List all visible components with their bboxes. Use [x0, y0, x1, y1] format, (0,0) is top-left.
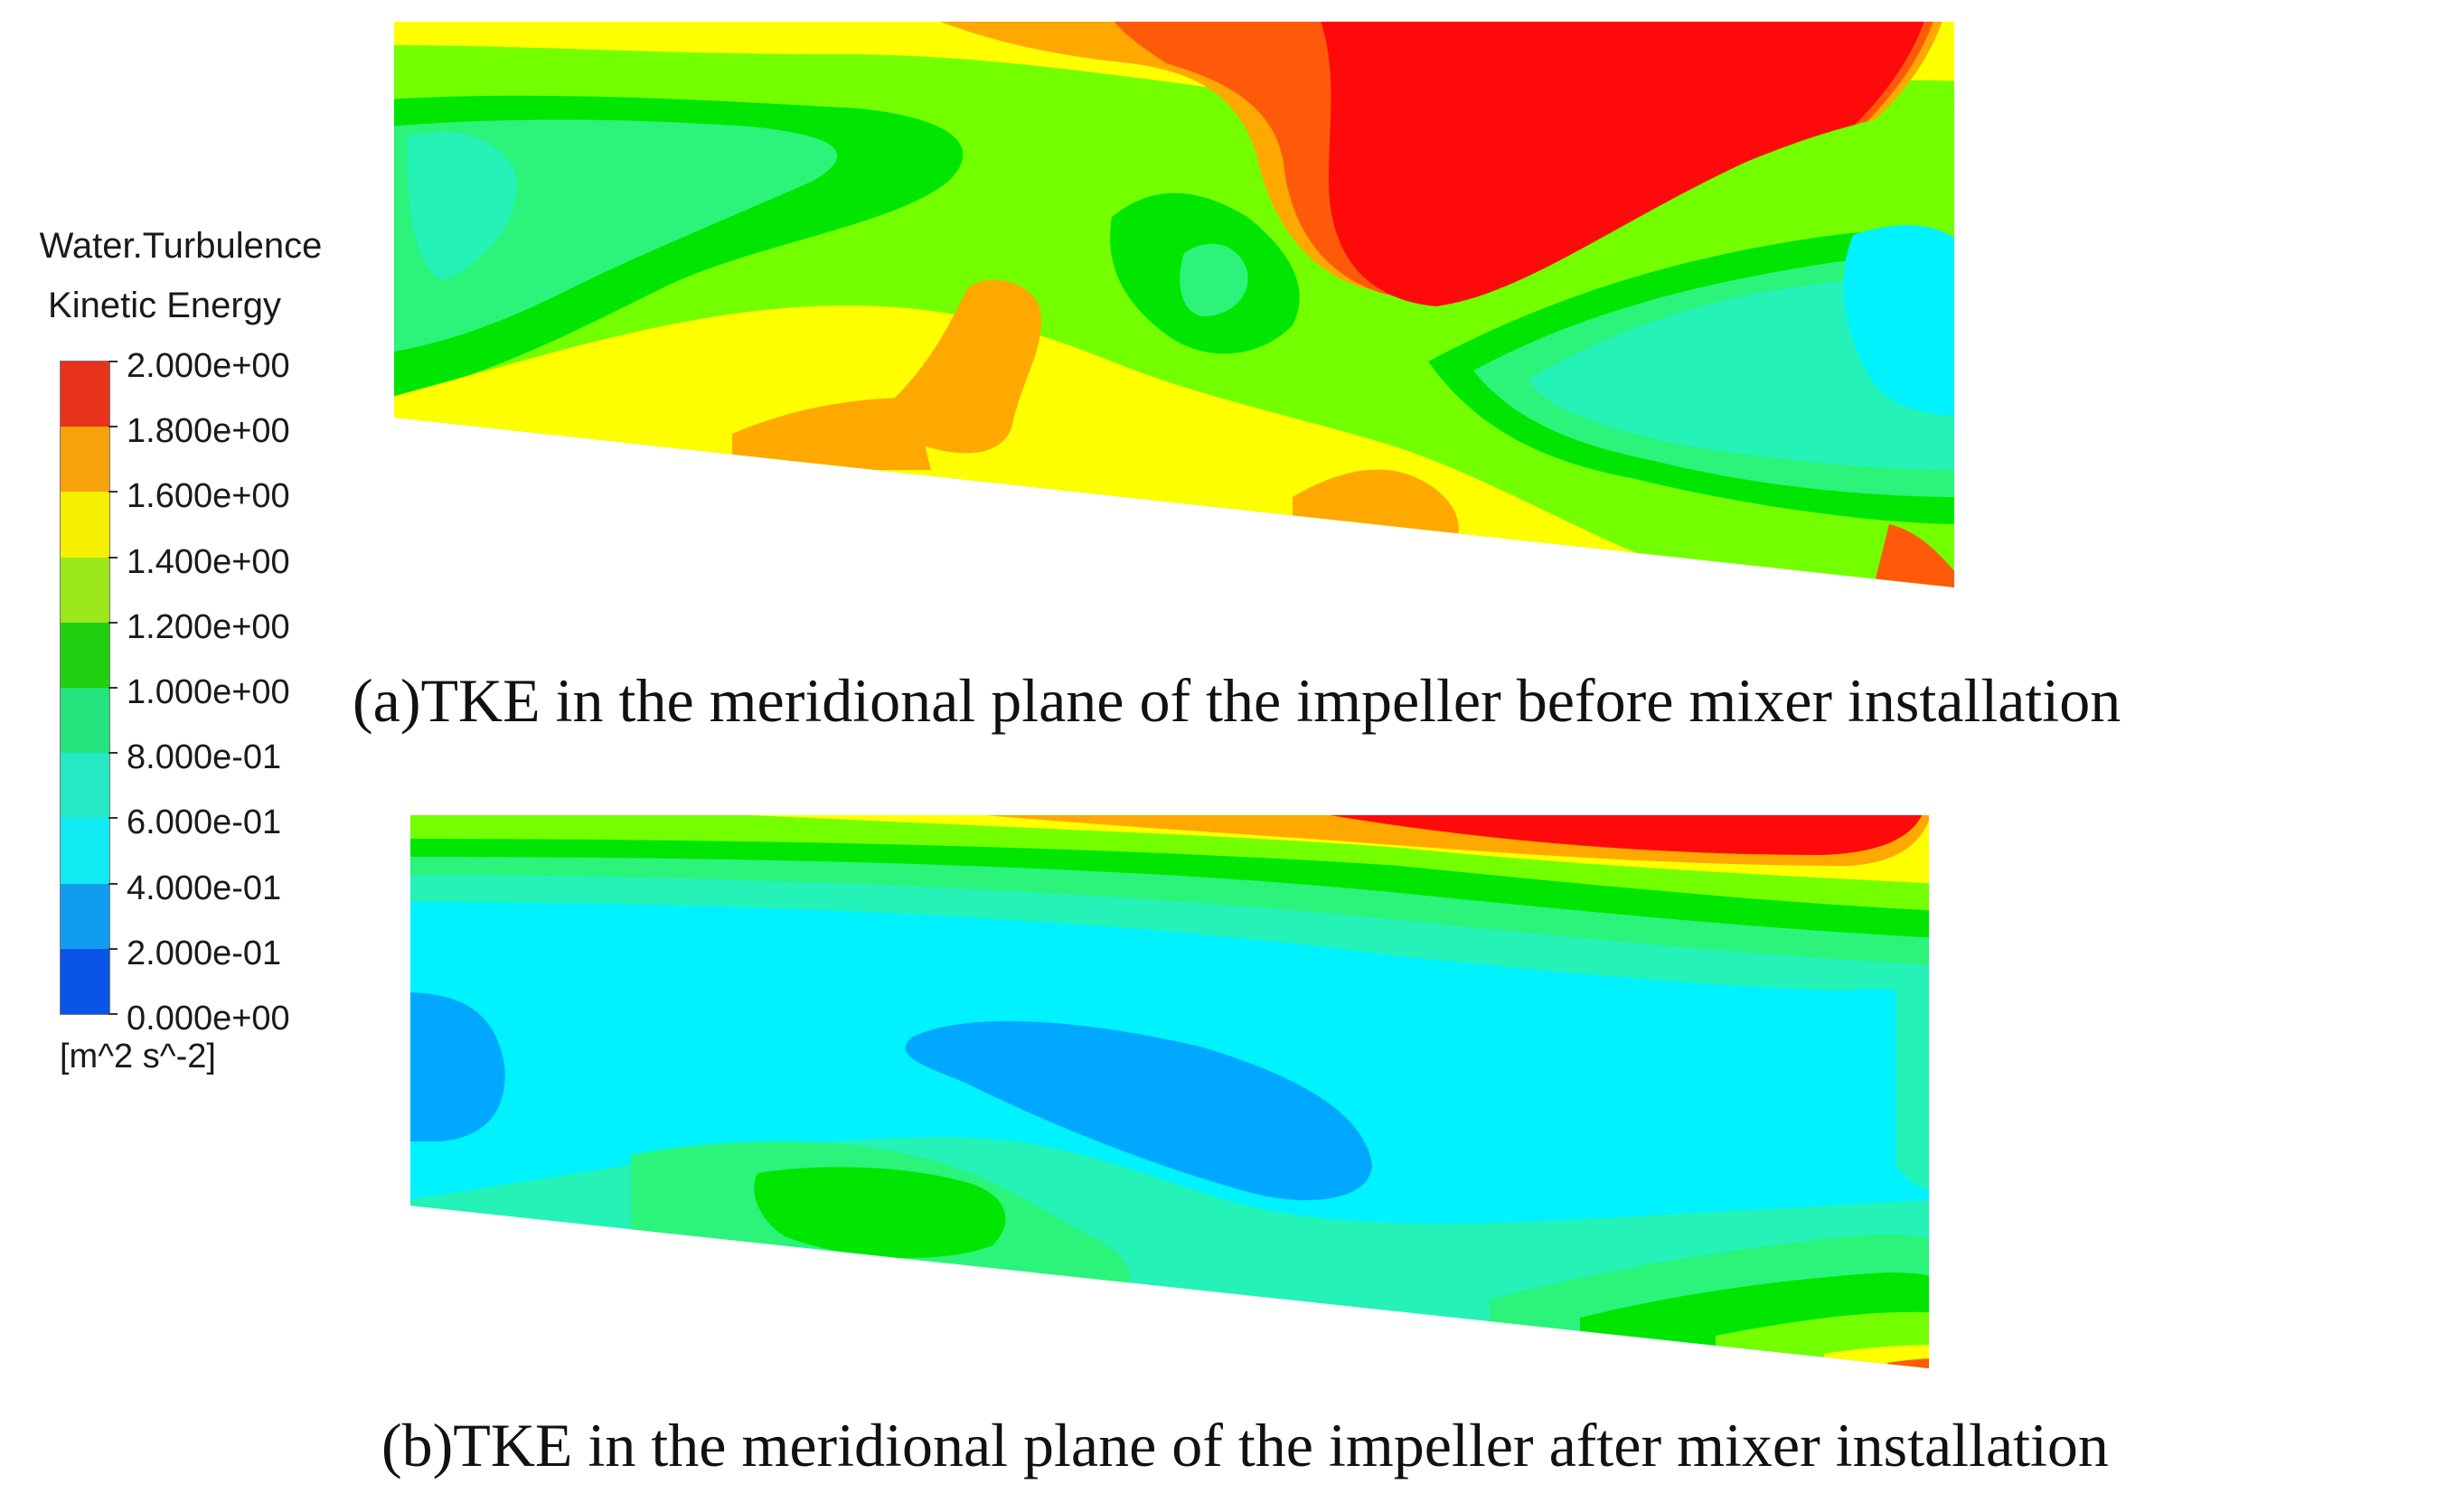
- legend-swatch: [61, 688, 109, 754]
- legend-swatch: [61, 557, 109, 623]
- legend-swatch: [61, 622, 109, 689]
- contour-region: [1309, 815, 1924, 855]
- legend-tick-mark: [108, 621, 118, 624]
- contour-plot-before: [394, 22, 1954, 587]
- contour-region: [905, 1020, 1372, 1200]
- caption-after: (b)TKE in the meridional plane of the im…: [381, 1411, 2109, 1479]
- contour-region: [1896, 981, 1929, 1191]
- legend-swatch: [61, 753, 109, 819]
- legend-tick-label: 6.000e-01: [127, 803, 282, 842]
- legend-tick-mark: [108, 817, 118, 820]
- contour-region: [732, 398, 931, 470]
- legend-title-line1: Water.Turbulence: [39, 226, 323, 266]
- legend-tick-mark: [108, 556, 118, 559]
- legend-tick-label: 4.000e-01: [127, 869, 282, 907]
- legend-tick-mark: [108, 882, 118, 885]
- legend-tick-label: 1.200e+00: [127, 607, 290, 646]
- legend-tick-mark: [108, 947, 118, 950]
- contour-region: [1843, 225, 1954, 416]
- legend-tick-mark: [108, 361, 118, 362]
- legend-swatch: [61, 362, 109, 427]
- contour-region: [1180, 243, 1248, 316]
- legend-tick-label: 1.600e+00: [127, 477, 290, 516]
- legend-tick-mark: [108, 752, 118, 755]
- legend-tick-label: 1.800e+00: [127, 412, 290, 451]
- contour-region: [1824, 1345, 1929, 1368]
- legend-tick-mark: [108, 491, 118, 493]
- caption-before: (a)TKE in the meridional plane of the im…: [353, 666, 2121, 735]
- contour-region: [1871, 524, 1954, 587]
- legend-tick-mark: [108, 426, 118, 428]
- legend-tick-label: 1.000e+00: [127, 673, 290, 711]
- legend-tick-label: 0.000e+00: [127, 1000, 290, 1038]
- contour-plot-after: [410, 815, 1929, 1368]
- legend-swatch: [61, 818, 109, 884]
- contour-region: [407, 132, 517, 280]
- legend-swatch: [61, 948, 109, 1015]
- legend-tick-label: 2.000e+00: [127, 347, 290, 385]
- contour-region: [410, 992, 505, 1141]
- contour-region: [754, 1167, 1006, 1258]
- legend-swatch: [61, 492, 109, 558]
- legend-tick-mark: [108, 1013, 118, 1015]
- legend-tick-label: 8.000e-01: [127, 738, 282, 777]
- contour-region: [1887, 1358, 1929, 1368]
- legend-color-bar: [60, 361, 110, 1015]
- contour-region: [895, 279, 1042, 454]
- legend-swatch: [61, 427, 109, 493]
- legend-swatch: [61, 883, 109, 949]
- legend-unit: [m^2 s^-2]: [60, 1038, 216, 1075]
- legend-tick-label: 1.400e+00: [127, 542, 290, 581]
- legend-title-line2: Kinetic Energy: [48, 286, 281, 325]
- legend-tick-mark: [108, 687, 118, 689]
- contour-region: [1320, 22, 1925, 307]
- legend-tick-label: 2.000e-01: [127, 934, 282, 972]
